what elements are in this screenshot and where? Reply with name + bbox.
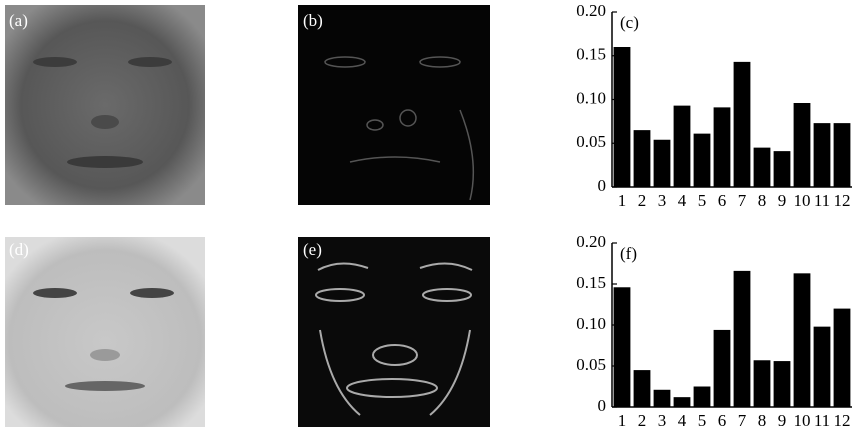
x-tick-label: 12 bbox=[834, 191, 851, 210]
bar bbox=[674, 397, 691, 407]
bar bbox=[774, 361, 791, 407]
y-tick-label: 0.20 bbox=[576, 232, 606, 251]
figure: (a) (b) (d) (e) (c)00.050.100.150.201234… bbox=[0, 0, 854, 431]
x-tick-label: 2 bbox=[638, 411, 647, 430]
chart-title: (c) bbox=[620, 13, 639, 32]
y-tick-label: 0.10 bbox=[576, 314, 606, 333]
x-tick-label: 3 bbox=[658, 411, 667, 430]
x-tick-label: 4 bbox=[678, 411, 687, 430]
x-tick-label: 10 bbox=[794, 411, 811, 430]
x-tick-label: 1 bbox=[618, 191, 627, 210]
bar bbox=[614, 287, 631, 407]
x-tick-label: 5 bbox=[698, 411, 707, 430]
x-tick-label: 5 bbox=[698, 191, 707, 210]
panel-label: (a) bbox=[9, 11, 28, 30]
panel-label: (e) bbox=[303, 240, 322, 259]
bar bbox=[834, 123, 851, 187]
y-tick-label: 0 bbox=[598, 176, 607, 195]
image-d bbox=[5, 237, 205, 427]
x-tick-label: 4 bbox=[678, 191, 687, 210]
y-tick-label: 0.05 bbox=[576, 355, 606, 374]
y-tick-label: 0 bbox=[598, 396, 607, 415]
bar bbox=[654, 390, 671, 407]
bar bbox=[794, 103, 811, 187]
x-tick-label: 9 bbox=[778, 191, 787, 210]
x-tick-label: 3 bbox=[658, 191, 667, 210]
bar bbox=[834, 309, 851, 407]
x-tick-label: 12 bbox=[834, 411, 851, 430]
x-tick-label: 1 bbox=[618, 411, 627, 430]
bar bbox=[634, 130, 651, 187]
y-tick-label: 0.20 bbox=[576, 1, 606, 20]
bar bbox=[654, 140, 671, 187]
bar bbox=[814, 327, 831, 407]
bar bbox=[794, 273, 811, 407]
y-tick-label: 0.05 bbox=[576, 132, 606, 151]
bar bbox=[714, 107, 731, 187]
bar bbox=[674, 106, 691, 187]
bar bbox=[734, 62, 751, 187]
panel-label: (d) bbox=[9, 240, 29, 259]
x-tick-label: 9 bbox=[778, 411, 787, 430]
x-tick-label: 6 bbox=[718, 411, 727, 430]
image-e bbox=[298, 237, 490, 427]
bar bbox=[694, 134, 711, 187]
bar bbox=[634, 370, 651, 407]
x-tick-label: 11 bbox=[814, 411, 830, 430]
bar bbox=[714, 330, 731, 407]
x-tick-label: 8 bbox=[758, 191, 767, 210]
y-tick-label: 0.15 bbox=[576, 273, 606, 292]
bar bbox=[774, 151, 791, 187]
x-tick-label: 11 bbox=[814, 191, 830, 210]
bar bbox=[694, 387, 711, 408]
x-tick-label: 2 bbox=[638, 191, 647, 210]
bar bbox=[614, 47, 631, 187]
panel-label: (b) bbox=[303, 11, 323, 30]
x-tick-label: 8 bbox=[758, 411, 767, 430]
y-tick-label: 0.10 bbox=[576, 88, 606, 107]
x-tick-label: 10 bbox=[794, 191, 811, 210]
image-b bbox=[298, 5, 490, 205]
bar bbox=[734, 271, 751, 407]
bar bbox=[814, 123, 831, 187]
bar bbox=[754, 360, 771, 407]
y-tick-label: 0.15 bbox=[576, 45, 606, 64]
x-tick-label: 7 bbox=[738, 191, 747, 210]
x-tick-label: 6 bbox=[718, 191, 727, 210]
bar bbox=[754, 148, 771, 187]
chart-title: (f) bbox=[620, 244, 637, 263]
image-a bbox=[5, 5, 205, 205]
x-tick-label: 7 bbox=[738, 411, 747, 430]
